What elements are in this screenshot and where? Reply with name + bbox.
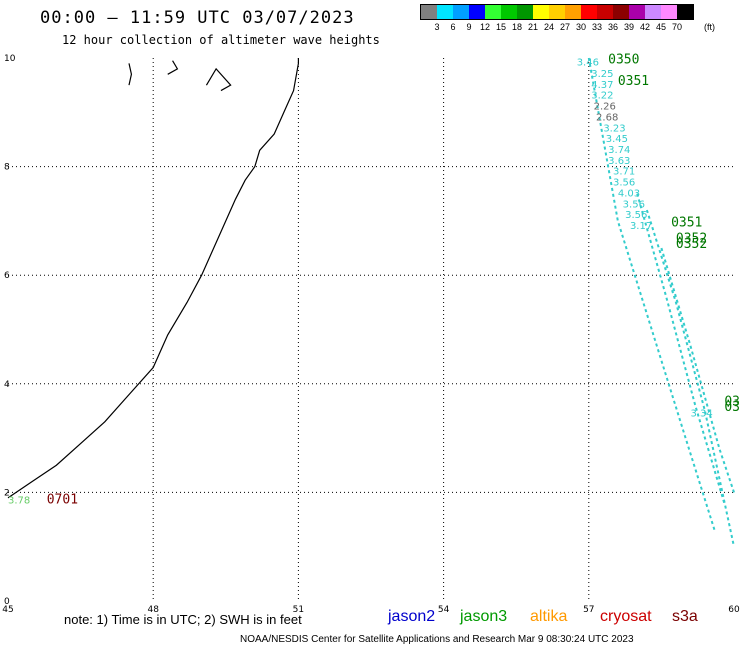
legend-swatch [437,5,453,19]
pass-time-label: 0351 [618,74,649,89]
wave-height-label: 3.22 [591,91,613,102]
wave-height-label: 3.34 [690,408,712,419]
legend-tick: 6 [450,22,456,32]
satellite-jason3: jason3 [460,608,508,625]
lat-lon-grid [8,58,734,601]
axis-tick-labels: 45 48 51 54 57 60 0 2 4 6 8 10 [2,54,740,615]
legend-swatch [453,5,469,19]
wave-height-label: 3.74 [608,145,630,156]
legend-swatch [501,5,517,19]
legend-tick: 9 [466,22,472,32]
legend-swatch [581,5,597,19]
legend-tick: 24 [543,22,555,32]
satellite-track [636,193,726,504]
pass-time-label: 0701 [47,492,78,507]
legend-unit: (ft) [704,22,715,32]
map-subtitle: 12 hour collection of altimeter wave hei… [62,33,380,47]
x-tick-label: 54 [438,605,450,615]
legend-swatch [645,5,661,19]
wave-height-label: 3.25 [591,69,613,80]
legend-swatch [421,5,437,19]
y-tick-label: 8 [4,163,10,173]
legend-tick: 36 [607,22,619,32]
satellite-cryosat: cryosat [600,608,652,625]
pass-time-label: 0352 [676,237,707,252]
x-tick-label: 51 [293,605,304,615]
island-outline [167,60,179,75]
note-text: note: 1) Time is in UTC; 2) SWH is in fe… [64,612,302,627]
map-title: 00:00 – 11:59 UTC 03/07/2023 [40,8,355,28]
legend-tick: 39 [623,22,635,32]
legend-tick: 15 [495,22,507,32]
wave-height-label: 4.37 [591,80,613,91]
legend-swatch [629,5,645,19]
satellite-altika: altika [530,608,568,625]
y-tick-label: 10 [4,54,16,64]
satellite-s3a: s3a [672,608,698,625]
legend-swatch [549,5,565,19]
legend-tick: 70 [671,22,683,32]
x-tick-label: 45 [2,605,13,615]
legend-tick: 45 [655,22,667,32]
coastline [7,58,299,499]
legend-swatch [597,5,613,19]
x-tick-label: 57 [583,605,594,615]
y-tick-label: 6 [4,271,10,281]
wave-height-label: 3.78 [8,495,30,506]
wave-height-label: 3.45 [606,134,628,145]
legend-swatch [469,5,485,19]
wave-height-label: 3.71 [613,167,635,178]
y-tick-label: 4 [4,380,10,390]
pass-time-label: 03 [724,395,740,410]
x-tick-label: 48 [147,605,159,615]
legend-swatch [661,5,677,19]
satellite-track [660,247,735,493]
legend-tick: 3 [434,22,440,32]
legend-swatch [613,5,629,19]
wave-height-label: 2.26 [594,102,616,113]
footer-credit: NOAA/NESDIS Center for Satellite Applica… [240,634,634,645]
satellite-jason2: jason2 [388,608,436,625]
y-tick-label: 0 [4,597,10,607]
legend-swatch [565,5,581,19]
legend-tick: 12 [479,22,491,32]
legend-tick: 33 [591,22,603,32]
y-tick-label: 2 [4,488,10,498]
island-outline [128,63,133,86]
wave-height-label: 2.68 [596,112,618,123]
wave-height-label: 3.56 [613,178,635,189]
legend-tick-labels: (ft) 3 6 9 12 15 18 21 24 27 30 33 36 39 42 45 70 [420,20,715,34]
satellite-track [587,57,716,531]
pass-time-label: 0350 [608,52,639,67]
wave-height-label: 4.03 [618,188,640,199]
wave-height-label: 3.46 [577,58,599,69]
wave-height-label: 3.56 [625,210,647,221]
satellite-tracks [587,57,735,547]
legend-tick: 18 [511,22,523,32]
wave-height-label: 3.63 [608,156,630,167]
legend-swatch [677,5,693,19]
wave-height-label: 3.56 [623,199,645,210]
pass-time-label: 0351 [671,215,702,230]
pass-time-label: 0352 [676,232,707,247]
legend-color-bar [420,4,694,20]
legend-tick: 30 [575,22,587,32]
legend-tick: 21 [527,22,539,32]
x-tick-label: 60 [728,605,740,615]
satellite-track [645,209,735,547]
wave-height-label: 3.23 [603,123,625,134]
legend-tick: 42 [639,22,651,32]
legend-swatch [517,5,533,19]
pass-time-label: 03 [724,400,740,415]
wave-height-labels: 3.463.254.373.222.262.683.233.453.743.63… [8,52,740,507]
wave-height-label: 3.17 [630,221,652,232]
wave-height-legend: (ft) 3 6 9 12 15 18 21 24 27 30 33 36 39 42 45 70 [420,4,715,34]
legend-swatch [485,5,501,19]
coastline-line [7,58,299,499]
legend-tick: 27 [559,22,571,32]
legend-swatch [533,5,549,19]
island-outline [205,67,232,92]
